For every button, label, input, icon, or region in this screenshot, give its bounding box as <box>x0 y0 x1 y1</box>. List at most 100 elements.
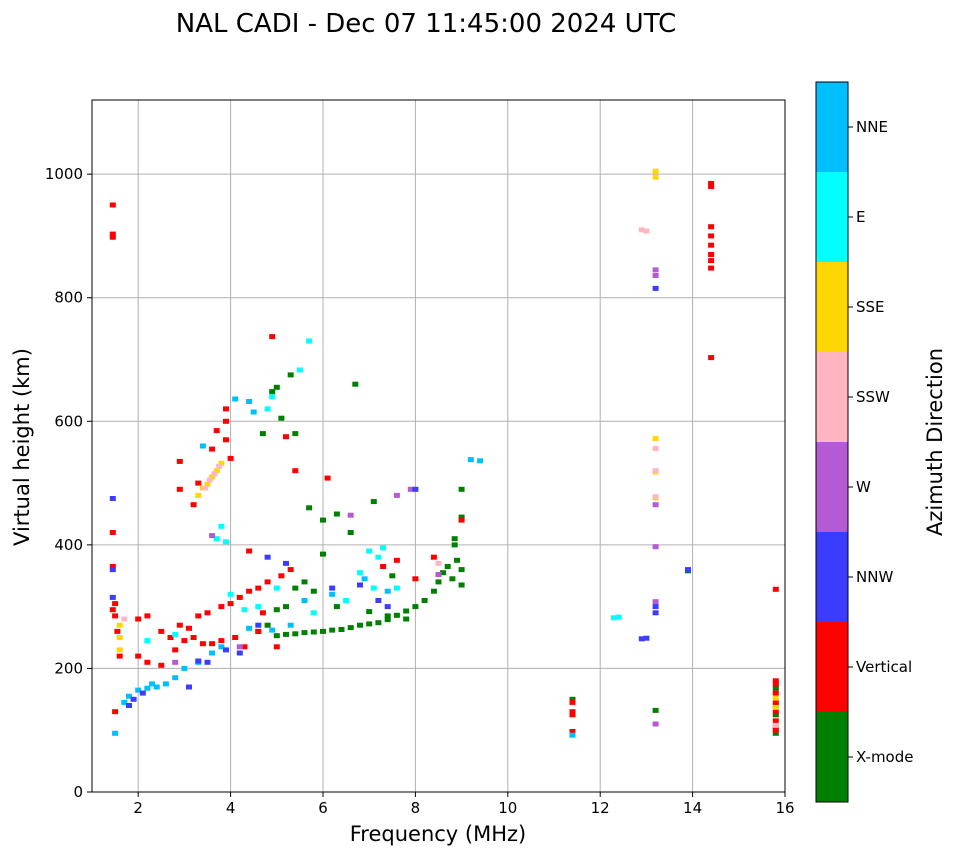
colorbar-tick-label: SSW <box>856 388 890 406</box>
data-point-vertical <box>569 709 576 715</box>
data-point-nne <box>301 598 308 603</box>
x-tick-label: 4 <box>226 799 236 817</box>
data-point-vertical <box>181 638 188 644</box>
data-point-ssw <box>652 446 659 451</box>
data-point-nnw <box>130 696 137 702</box>
data-point-nne <box>287 622 294 628</box>
data-point-nnw <box>384 604 391 610</box>
data-point-nne <box>246 625 253 631</box>
data-point-nne <box>153 684 160 690</box>
data-point-vertical <box>241 644 248 650</box>
data-point-e <box>393 585 400 591</box>
data-point-vertical <box>176 622 183 628</box>
data-point-nnw <box>195 658 202 664</box>
data-point-ssw <box>772 722 779 728</box>
data-point-nnw <box>652 604 659 610</box>
data-point-x-mode <box>366 609 373 615</box>
data-point-x-mode <box>389 573 396 579</box>
data-point-vertical <box>209 446 216 452</box>
data-point-w <box>172 659 179 665</box>
data-point-vertical <box>772 690 779 696</box>
data-point-x-mode <box>310 588 317 594</box>
data-point-x-mode <box>421 598 428 603</box>
data-point-w <box>652 502 659 508</box>
data-point-w <box>407 486 414 492</box>
data-point-e <box>255 604 262 610</box>
data-point-nnw <box>643 635 650 641</box>
data-point-vertical <box>569 699 576 705</box>
data-point-vertical <box>324 475 331 481</box>
data-point-x-mode <box>269 389 276 395</box>
data-point-vertical <box>708 180 715 186</box>
x-axis-label: Frequency (MHz) <box>350 822 526 846</box>
data-point-vertical <box>223 406 229 412</box>
data-point-vertical <box>223 418 229 424</box>
data-point-x-mode <box>652 707 659 713</box>
data-point-x-mode <box>301 630 308 636</box>
data-point-e <box>172 631 179 637</box>
data-point-w <box>652 544 659 550</box>
colorbar-segment <box>816 262 848 353</box>
data-point-x-mode <box>458 486 465 492</box>
data-point-vertical <box>708 242 715 248</box>
data-point-x-mode <box>287 372 294 378</box>
data-point-x-mode <box>352 381 359 387</box>
data-point-vertical <box>109 231 116 237</box>
y-tick-label: 1000 <box>45 165 83 183</box>
data-point-x-mode <box>292 631 299 637</box>
data-point-nne <box>218 644 225 650</box>
data-point-vertical <box>393 557 400 563</box>
data-point-vertical <box>204 610 211 616</box>
data-point-vertical <box>172 647 179 653</box>
data-point-x-mode <box>454 557 460 563</box>
data-point-nne <box>199 443 206 449</box>
data-point-vertical <box>255 585 262 591</box>
data-point-nne <box>246 399 253 404</box>
data-point-vertical <box>259 610 266 616</box>
data-point-x-mode <box>283 631 289 637</box>
data-point-nne <box>384 588 391 594</box>
data-point-nne <box>467 457 474 463</box>
data-point-nnw <box>186 684 192 690</box>
data-point-vertical <box>218 638 225 644</box>
data-point-vertical <box>167 635 174 640</box>
plot-frame <box>91 99 786 793</box>
data-point-x-mode <box>384 617 391 623</box>
colorbar-segment <box>816 712 848 803</box>
data-point-nne <box>135 687 142 693</box>
data-point-vertical <box>232 635 239 640</box>
grid <box>92 100 786 793</box>
data-point-ssw <box>652 468 659 474</box>
data-point-w <box>652 267 659 273</box>
data-point-nnw <box>652 610 659 616</box>
data-point-vertical <box>144 659 151 665</box>
data-point-vertical <box>227 455 234 461</box>
data-point-x-mode <box>370 499 377 505</box>
data-point-x-mode <box>278 415 285 421</box>
data-point-vertical <box>112 709 119 715</box>
data-point-vertical <box>273 644 280 650</box>
data-point-sse <box>772 704 779 710</box>
data-point-e <box>370 585 377 591</box>
data-point-vertical <box>708 184 715 189</box>
data-point-vertical <box>195 480 202 486</box>
colorbar-segment <box>816 442 848 533</box>
data-point-e <box>310 610 317 616</box>
data-point-nnw <box>255 622 262 628</box>
data-point-vertical <box>708 258 715 264</box>
data-point-vertical <box>458 517 465 523</box>
data-point-ssw <box>638 227 645 233</box>
x-tick-label: 16 <box>775 799 794 817</box>
data-point-x-mode <box>772 685 779 691</box>
data-point-x-mode <box>306 505 313 511</box>
data-point-e <box>611 615 618 621</box>
colorbar-segment <box>816 352 848 443</box>
data-point-vertical <box>708 355 715 361</box>
colorbar: NNE E SSE SSW W NNW Vertical X-mode <box>815 81 913 803</box>
data-point-vertical <box>236 594 243 600</box>
data-point-vertical <box>772 709 779 715</box>
data-point-w <box>652 721 659 727</box>
data-point-vertical <box>135 653 142 659</box>
data-point-nnw <box>223 647 229 653</box>
colorbar-segment <box>816 622 848 713</box>
